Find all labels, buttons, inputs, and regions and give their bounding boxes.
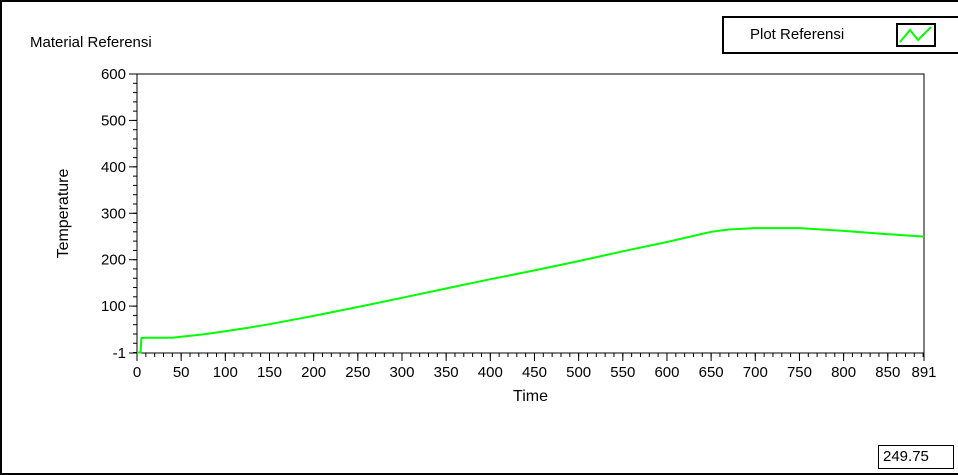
y-tick-label: 200 xyxy=(101,252,126,269)
x-tick-label: 500 xyxy=(566,364,591,381)
y-tick-label: 600 xyxy=(101,66,126,83)
graph-title: Material Referensi xyxy=(30,34,152,51)
line-style-icon[interactable] xyxy=(896,23,936,47)
plot-area xyxy=(136,73,925,354)
x-tick-label: 800 xyxy=(831,364,856,381)
x-tick-label: 100 xyxy=(213,364,238,381)
x-tick-label: 550 xyxy=(610,364,635,381)
x-tick-label: 300 xyxy=(389,364,414,381)
y-tick-label: 300 xyxy=(101,205,126,222)
x-tick-label: 750 xyxy=(787,364,812,381)
x-tick-label: 850 xyxy=(875,364,900,381)
y-tick-label: -1 xyxy=(113,345,126,362)
y-axis-label: Temperature xyxy=(55,168,72,258)
value-readout: 249.75 xyxy=(878,445,954,469)
y-tick-label: 100 xyxy=(101,298,126,315)
x-tick-label: 0 xyxy=(133,364,141,381)
x-tick-label: 200 xyxy=(301,364,326,381)
x-tick-label: 650 xyxy=(699,364,724,381)
y-tick-label: 400 xyxy=(101,159,126,176)
x-tick-label: 50 xyxy=(173,364,190,381)
legend-label: Plot Referensi xyxy=(750,26,845,43)
x-tick-label: 450 xyxy=(522,364,547,381)
x-tick-label: 600 xyxy=(654,364,679,381)
x-tick-label: 250 xyxy=(345,364,370,381)
x-tick-label: 150 xyxy=(257,364,282,381)
x-tick-label: 400 xyxy=(478,364,503,381)
x-axis-label: Time xyxy=(513,388,548,405)
x-tick-label: 350 xyxy=(434,364,459,381)
series-line-plot-referensi[interactable] xyxy=(137,227,925,354)
y-tick-label: 500 xyxy=(101,112,126,129)
x-tick-label: 891 xyxy=(911,364,936,381)
plot-legend[interactable]: Plot Referensi xyxy=(722,16,958,54)
x-tick-label: 700 xyxy=(743,364,768,381)
